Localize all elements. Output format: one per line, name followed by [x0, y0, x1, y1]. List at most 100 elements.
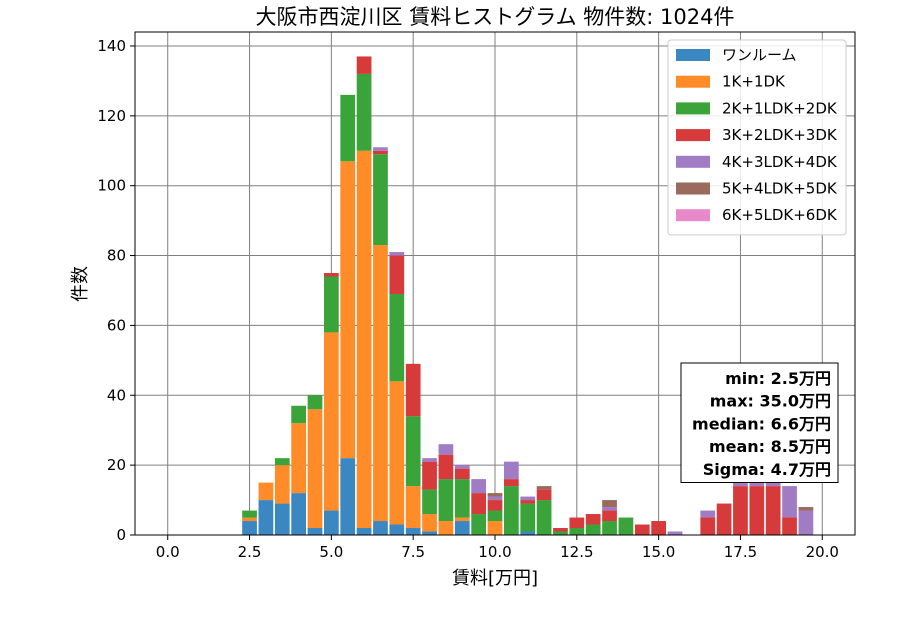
legend-swatch	[676, 155, 710, 168]
bar-segment-series-0	[389, 524, 405, 535]
bar-segment-series-3	[749, 486, 765, 535]
bar-segment-series-2	[405, 416, 421, 487]
chart-title: 大阪市西淀川区 賃料ヒストグラム 物件数: 1024件	[256, 5, 735, 29]
bar-segment-series-3	[438, 454, 454, 480]
bar-segment-series-1	[258, 482, 274, 501]
bar-segment-series-3	[454, 468, 470, 480]
bar-segment-series-4	[438, 444, 454, 455]
stats-mean: mean: 8.5万円	[709, 437, 831, 456]
bar-segment-series-2	[553, 531, 568, 535]
legend-swatch	[676, 102, 710, 115]
bar-segment-series-0	[520, 531, 536, 535]
bar-segment-series-2	[307, 395, 323, 410]
y-tick-label: 120	[97, 107, 126, 125]
bar-segment-series-3	[536, 489, 552, 501]
bar-segment-series-2	[487, 510, 503, 522]
bar-segment-series-4	[782, 486, 797, 518]
bar-segment-series-3	[716, 503, 732, 535]
bar-segment-series-0	[324, 510, 339, 535]
bar-segment-series-3	[487, 500, 503, 511]
bar-segment-series-1	[242, 517, 257, 522]
bar-segment-series-3	[471, 493, 486, 515]
bar-segment-series-3	[422, 461, 437, 490]
legend-swatch	[676, 129, 710, 142]
bar-segment-series-4	[520, 496, 536, 501]
bar-segment-series-0	[274, 503, 290, 535]
bar-segment-series-3	[504, 479, 519, 487]
bar-segment-series-4	[454, 465, 470, 469]
bar-segment-series-0	[422, 531, 437, 535]
bar-segment-series-1	[373, 245, 388, 522]
y-tick-label: 100	[97, 177, 126, 195]
bar-segment-series-1	[307, 409, 323, 529]
y-tick-label: 20	[107, 456, 126, 474]
bar-segment-series-2	[618, 517, 634, 535]
bar-segment-series-5	[487, 493, 503, 497]
axis-ticks: 0.0 2.5 5.0 7.5 10.0 12.5 15.0 17.5 20.0 0 20 40 60 8…	[97, 37, 839, 561]
bar-segment-series-2	[340, 94, 356, 162]
bar-segment-series-0	[356, 528, 372, 535]
bar-segment-series-1	[487, 521, 503, 535]
legend-swatch	[676, 49, 710, 61]
bar-segment-series-0	[373, 521, 388, 535]
bar-segment-series-1	[324, 332, 339, 511]
x-tick-label: 20.0	[806, 543, 839, 561]
x-tick-label: 17.5	[724, 543, 757, 561]
x-tick-label: 15.0	[642, 543, 675, 561]
bar-segment-series-2	[536, 500, 552, 535]
bar-segment-series-4	[422, 458, 437, 462]
bar-segment-series-2	[291, 405, 306, 424]
grid-lines	[135, 32, 855, 536]
bar-segment-series-4	[373, 147, 388, 151]
bar-segment-series-0	[340, 458, 356, 535]
bar-segment-series-3	[356, 56, 372, 74]
bar-segment-series-0	[258, 500, 274, 535]
y-tick-label: 60	[107, 316, 126, 334]
bar-segment-series-0	[242, 521, 257, 535]
bar-segment-series-2	[471, 514, 486, 535]
y-tick-label: 80	[107, 247, 126, 265]
y-tick-label: 0	[116, 526, 126, 544]
bars	[242, 56, 814, 535]
bar-segment-series-3	[373, 150, 388, 155]
legend-label: 4K+3LDK+4DK	[722, 153, 838, 171]
x-tick-label: 2.5	[238, 543, 262, 561]
bar-segment-series-4	[471, 479, 486, 494]
legend-swatch	[676, 182, 710, 195]
stats-sigma: Sigma: 4.7万円	[703, 460, 831, 479]
bar-segment-series-3	[602, 510, 617, 522]
legend-label: ワンルーム	[722, 46, 797, 64]
bar-segment-series-2	[438, 479, 454, 522]
legend-label: 2K+1LDK+2DK	[722, 99, 838, 117]
bar-segment-series-0	[454, 521, 470, 535]
bar-segment-series-1	[356, 150, 372, 529]
y-tick-label: 140	[97, 37, 126, 55]
bar-segment-series-2	[504, 486, 519, 535]
stats-median: median: 6.6万円	[692, 414, 831, 433]
bar-segment-series-2	[569, 528, 585, 535]
bar-segment-series-3	[733, 486, 748, 535]
y-tick-label: 40	[107, 386, 126, 404]
bar-segment-series-3	[634, 524, 650, 535]
stats-min: min: 2.5万円	[725, 369, 831, 388]
bar-segment-series-4	[389, 252, 405, 256]
bar-segment-series-1	[291, 423, 306, 494]
x-axis-label: 賃料[万円]	[452, 568, 538, 589]
bar-segment-series-3	[782, 517, 797, 535]
bar-segment-series-1	[405, 486, 421, 529]
bar-segment-series-2	[324, 276, 339, 333]
bar-segment-series-4	[667, 531, 683, 535]
bar-segment-series-5	[536, 486, 552, 490]
y-axis-label: 件数	[70, 266, 91, 302]
bar-segment-series-1	[454, 517, 470, 522]
stats-max: max: 35.0万円	[710, 392, 831, 411]
bar-segment-series-3	[324, 273, 339, 277]
bar-segment-series-0	[405, 528, 421, 535]
bar-segment-series-2	[242, 510, 257, 518]
legend-frame	[667, 39, 847, 236]
bar-segment-series-4	[798, 510, 814, 535]
legend-swatch	[676, 75, 710, 88]
bar-segment-series-3	[405, 363, 421, 417]
bar-segment-series-4	[504, 461, 519, 480]
